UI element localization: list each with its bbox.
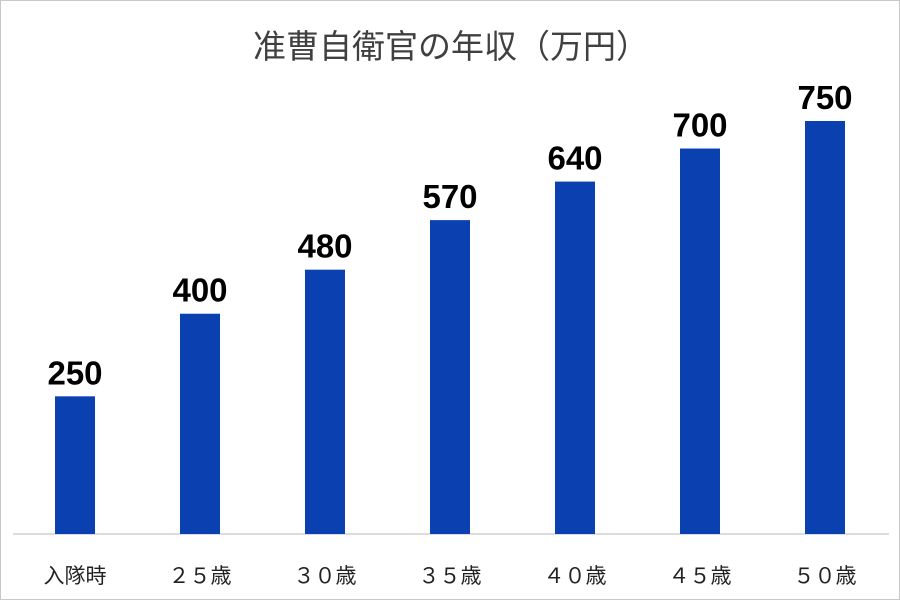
- x-tick-label: ３０歳: [294, 564, 357, 588]
- x-tick-label: ２５歳: [169, 564, 232, 588]
- bar: [680, 148, 720, 535]
- bar: [55, 396, 95, 534]
- bar: [555, 181, 595, 534]
- data-label: 250: [47, 354, 102, 391]
- x-tick-label: ５０歳: [794, 564, 857, 588]
- x-tick-label: ３５歳: [419, 564, 482, 588]
- bar: [305, 269, 345, 534]
- bar: [180, 313, 220, 534]
- x-tick-label: ４５歳: [669, 564, 732, 588]
- data-label: 640: [547, 140, 602, 177]
- data-label: 400: [172, 272, 227, 309]
- bar: [430, 220, 470, 534]
- x-tick-label: ４０歳: [544, 564, 607, 588]
- x-tick-label: 入隊時: [44, 564, 107, 588]
- bar: [805, 121, 845, 534]
- chart-title: 准曹自衛官の年収（万円）: [253, 27, 649, 66]
- data-label: 570: [422, 178, 477, 215]
- data-label: 700: [672, 107, 727, 144]
- data-label: 750: [797, 79, 852, 116]
- data-label: 480: [297, 228, 352, 265]
